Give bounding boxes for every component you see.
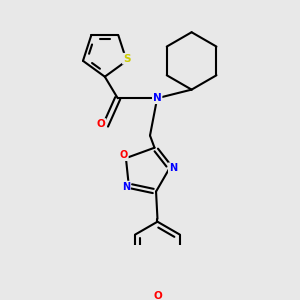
Text: N: N xyxy=(169,163,177,173)
Text: N: N xyxy=(153,93,161,103)
Text: O: O xyxy=(120,150,128,160)
Text: S: S xyxy=(123,54,130,64)
Text: O: O xyxy=(97,119,106,129)
Text: O: O xyxy=(153,291,162,300)
Text: N: N xyxy=(122,182,130,191)
